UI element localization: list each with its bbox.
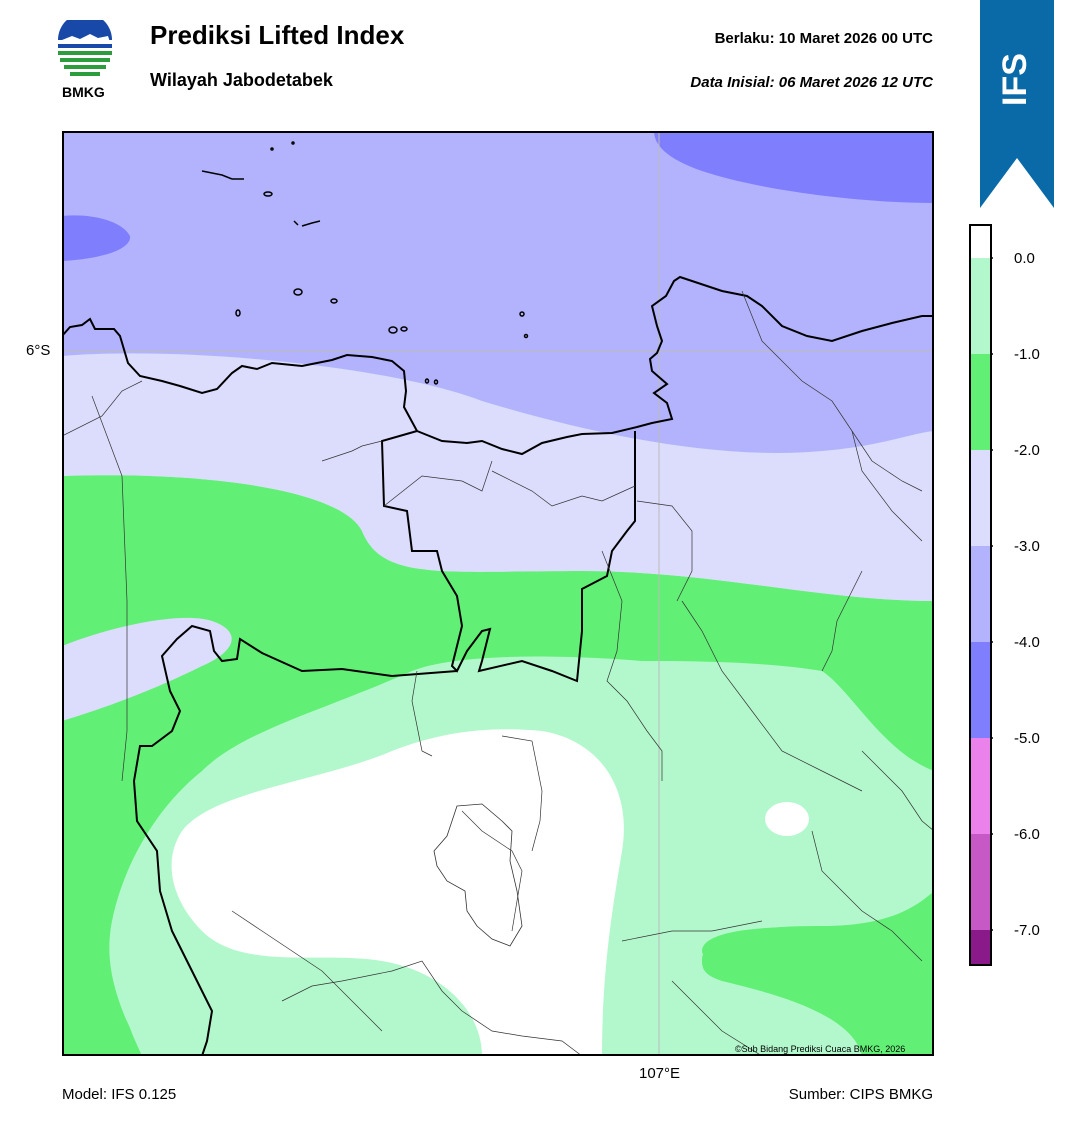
- lat-label: 6°S: [26, 342, 51, 359]
- bandung-district: [433, 803, 523, 947]
- islands: [201, 141, 529, 385]
- regency-boundaries: [62, 290, 934, 1056]
- li-band-above-0-east: [765, 802, 809, 836]
- coastline: [62, 275, 934, 456]
- init-time: Data Inisial: 06 Maret 2026 12 UTC: [690, 74, 933, 91]
- colorbar-swatch: [970, 642, 991, 738]
- model-label: Model: IFS 0.125: [62, 1086, 177, 1103]
- province-boundary: [380, 430, 636, 683]
- logo-text: BMKG: [62, 84, 105, 100]
- colorbar-swatch: [970, 258, 991, 354]
- colorbar-label: -4.0: [1014, 634, 1040, 651]
- colorbar-swatch: [970, 354, 991, 450]
- colorbar-swatch: [970, 546, 991, 642]
- map-credit: ©Sub Bidang Prediksi Cuaca BMKG, 2026: [735, 1044, 906, 1054]
- li-band-minus4-to-minus5-ne: [654, 131, 934, 203]
- lifted-index-map: [62, 131, 934, 1056]
- colorbar-swatch: [970, 834, 991, 930]
- bmkg-logo-icon: [58, 20, 112, 76]
- ribbon-label: IFS: [996, 53, 1034, 107]
- colorbar-label: -7.0: [1014, 922, 1040, 939]
- valid-time: Berlaku: 10 Maret 2026 00 UTC: [714, 30, 933, 47]
- li-band-minus2-to-minus3-west: [62, 617, 232, 721]
- colorbar-label: -5.0: [1014, 730, 1040, 747]
- lon-label: 107°E: [639, 1065, 681, 1082]
- map-frame: [62, 131, 934, 1056]
- source-label: Sumber: CIPS BMKG: [788, 1086, 933, 1103]
- colorbar-label: -3.0: [1014, 538, 1040, 555]
- li-band-minus4-to-minus5-nw: [62, 215, 131, 261]
- li-band-minus1-to-minus2: [62, 475, 934, 1056]
- li-band-minus1-to-minus2-sw: [62, 971, 137, 1056]
- colorbar-swatch: [970, 450, 991, 546]
- colorbar-label: -6.0: [1014, 826, 1040, 843]
- li-band-minus2-to-minus3: [62, 353, 934, 601]
- colorbar-swatch: [970, 930, 991, 966]
- colorbar-label: -1.0: [1014, 346, 1040, 363]
- colorbar: [969, 224, 993, 966]
- province-boundary-west: [132, 624, 458, 1056]
- model-ribbon: [980, 0, 1054, 208]
- colorbar-swatch: [970, 738, 991, 834]
- colorbar-label: 0.0: [1014, 250, 1035, 267]
- li-band-minus1-to-minus2-se: [702, 891, 934, 1056]
- colorbar-frame: [969, 224, 992, 966]
- colorbar-swatch: [970, 224, 991, 258]
- map-title: Prediksi Lifted Index: [150, 20, 405, 50]
- map-subtitle: Wilayah Jabodetabek: [150, 70, 333, 90]
- li-band-above-0: [171, 729, 624, 1056]
- colorbar-label: -2.0: [1014, 442, 1040, 459]
- li-band-minus3-to-minus4: [62, 131, 934, 453]
